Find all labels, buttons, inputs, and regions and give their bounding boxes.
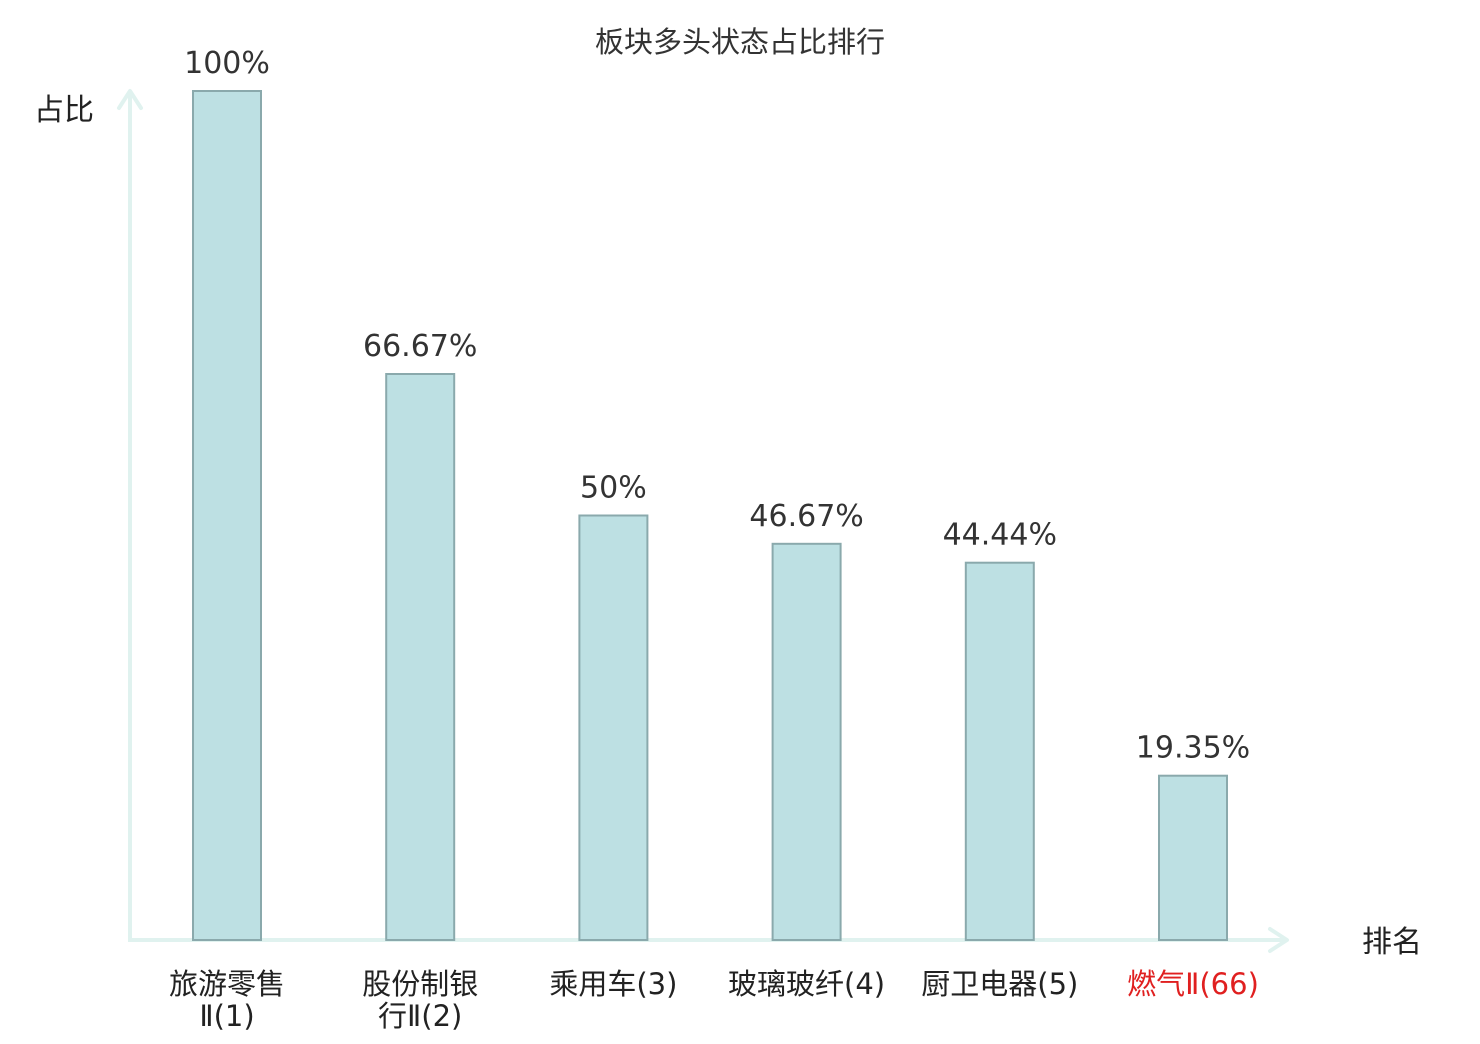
y-axis-label: 占比 — [34, 93, 94, 128]
x-axis: 排名 — [128, 925, 1422, 960]
bar — [964, 561, 1035, 941]
bars — [192, 90, 1228, 942]
bar — [1158, 774, 1228, 942]
category-label: 厨卫电器(5) — [921, 967, 1078, 1001]
category-label: 股份制银 — [362, 967, 478, 1001]
bar-value-label: 44.44% — [943, 518, 1057, 553]
category-label: 燃气Ⅱ(66) — [1127, 967, 1259, 1001]
category-label: 玻璃玻纤(4) — [728, 967, 885, 1001]
y-axis-arrow-icon — [117, 89, 143, 110]
bar-value-label: 19.35% — [1136, 731, 1250, 766]
bar-value-label: 46.67% — [749, 499, 863, 534]
bar — [578, 514, 649, 941]
bar-value-label: 66.67% — [363, 329, 477, 364]
x-axis-arrow-icon — [1268, 927, 1289, 953]
category-label: 乘用车(3) — [549, 967, 677, 1001]
category-label: 旅游零售 — [169, 967, 285, 1001]
value-labels: 100% 66.67% 50% 46.67% 44.44% 19.35% — [184, 46, 1250, 766]
x-axis-label: 排名 — [1362, 925, 1422, 960]
bar — [771, 542, 842, 941]
category-label: 行Ⅱ(2) — [378, 999, 462, 1033]
chart-title: 板块多头状态占比排行 — [595, 25, 885, 59]
bar-value-label: 100% — [184, 46, 270, 81]
category-label: Ⅱ(1) — [199, 999, 254, 1033]
bar — [385, 373, 456, 941]
bar-value-label: 50% — [580, 471, 647, 506]
y-axis: 占比 — [34, 89, 143, 940]
bar — [192, 90, 262, 941]
